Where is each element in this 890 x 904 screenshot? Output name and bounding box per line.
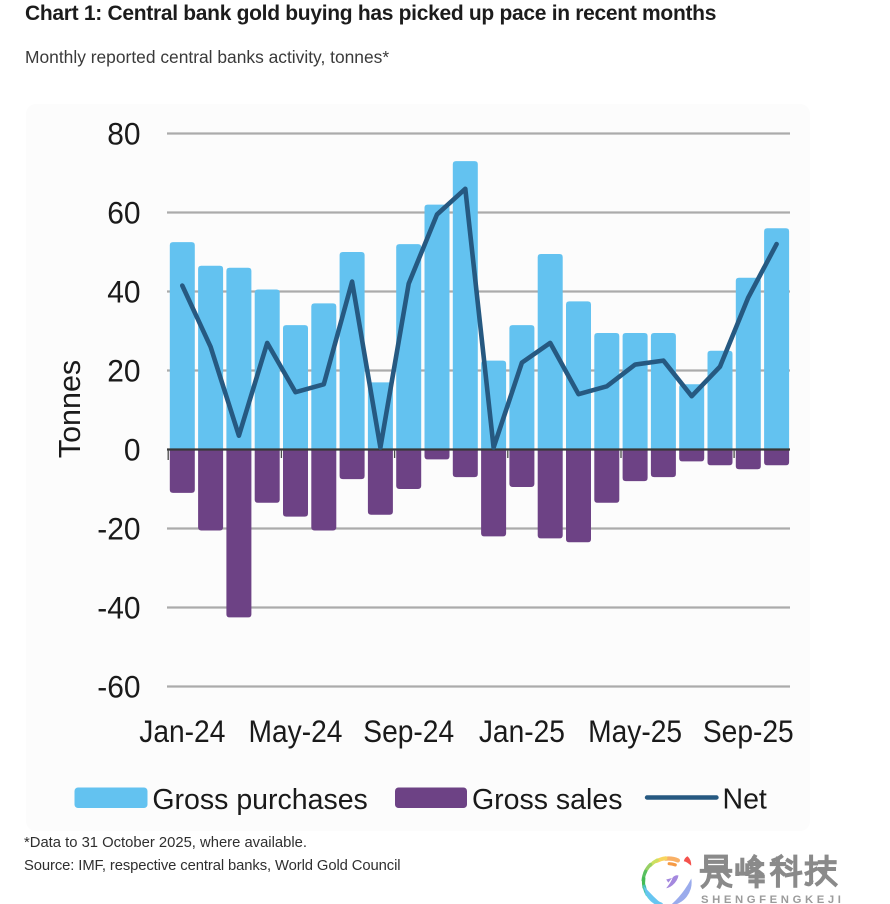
svg-text:Sep-24: Sep-24 <box>363 715 454 750</box>
svg-text:Jan-25: Jan-25 <box>479 715 565 750</box>
svg-text:40: 40 <box>107 274 140 310</box>
svg-text:May-24: May-24 <box>249 715 343 750</box>
svg-text:0: 0 <box>124 432 141 468</box>
svg-text:-40: -40 <box>97 590 140 626</box>
svg-text:80: 80 <box>107 116 140 152</box>
svg-text:Sep-25: Sep-25 <box>703 715 794 750</box>
svg-text:Jan-24: Jan-24 <box>139 715 225 750</box>
svg-text:Tonnes: Tonnes <box>53 360 87 458</box>
svg-text:May-25: May-25 <box>588 715 682 750</box>
svg-text:Gross purchases: Gross purchases <box>152 784 367 816</box>
svg-text:Gross sales: Gross sales <box>472 784 622 816</box>
svg-text:-60: -60 <box>97 669 140 705</box>
svg-text:Net: Net <box>723 784 767 816</box>
svg-text:SHENGFENGKEJI: SHENGFENGKEJI <box>701 894 844 904</box>
svg-text:20: 20 <box>107 353 140 389</box>
svg-text:60: 60 <box>107 195 140 231</box>
svg-text:-20: -20 <box>97 511 140 547</box>
